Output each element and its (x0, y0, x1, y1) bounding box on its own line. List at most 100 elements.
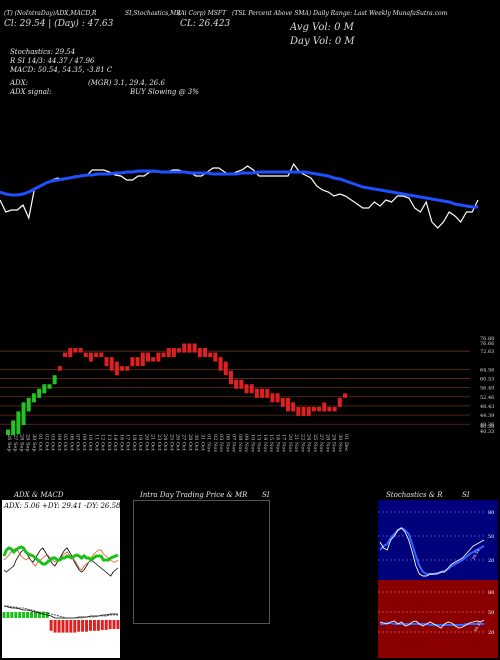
macd-hist-bar (49, 620, 53, 631)
momentum-bar (228, 370, 233, 385)
momentum-bar (16, 411, 21, 435)
price-series-1 (0, 169, 478, 209)
momentum-bar (218, 357, 223, 371)
date-tick-label: 28 Oct (187, 434, 193, 451)
level-label: 64.56 (480, 367, 494, 373)
momentum-bar (197, 348, 202, 358)
date-axis: 26 Sep 27 Sep 28 Sep 29 Sep 30 Sep 01 Oct 02 O… (6, 434, 349, 452)
momentum-bar (145, 352, 150, 362)
level-label: 44.39 (480, 413, 494, 419)
date-tick-label: 04 Oct (56, 434, 62, 451)
date-tick-label: 18 Oct (131, 434, 137, 451)
stoch-bg (378, 500, 498, 580)
momentum-bar (337, 397, 342, 407)
date-tick-label: 30 Nov (337, 434, 343, 452)
momentum-bar (322, 402, 327, 412)
date-tick-label: 17 Nov (281, 434, 287, 452)
macd-hist-bar (41, 612, 45, 618)
rsi-readout: R SI 14/3: 44.37 / 47.96 (10, 57, 95, 65)
momentum-bar (11, 420, 16, 435)
date-tick-label: 29 Nov (331, 434, 337, 452)
macd-hist-bar (112, 620, 116, 629)
date-tick-label: 16 Oct (118, 434, 124, 451)
momentum-bar (254, 388, 259, 398)
momentum-bar (88, 352, 93, 362)
header-subtitle: (TSL Percent Above SMA) Daily Range: Las… (232, 10, 448, 17)
macd-hist-bar (57, 620, 61, 633)
stoch-value: 29.54 (471, 548, 481, 561)
momentum-bar (187, 343, 192, 353)
momentum-bar (31, 393, 36, 403)
macd-hist-bar (10, 612, 14, 618)
momentum-bar (135, 357, 140, 367)
momentum-bar (52, 375, 57, 385)
macd-hist-bar (77, 620, 81, 632)
date-tick-label: 09 Oct (81, 434, 87, 451)
macd-hist-bar (2, 612, 6, 618)
date-tick-label: 19 Oct (137, 434, 143, 451)
date-tick-label: 28 Sep (18, 434, 24, 452)
date-tick-label: 21 Nov (293, 434, 299, 452)
level-label: 40.36 (480, 422, 494, 428)
avg-volume: Avg Vol: 0 M (290, 22, 354, 33)
adx-label: ADX: (10, 79, 29, 87)
momentum-bar (140, 352, 145, 367)
header-close-left: Cl: 29.54 | (Day) : 47.63 (4, 19, 114, 29)
momentum-bar (78, 348, 83, 353)
adx-line (3, 547, 119, 577)
momentum-bar (42, 384, 47, 394)
rsi-tick: 80 (488, 590, 494, 596)
momentum-bar (6, 429, 10, 435)
momentum-bar (192, 343, 197, 353)
momentum-bar (306, 406, 311, 416)
level-label: 52.46 (480, 395, 494, 401)
date-tick-label: 26 Sep (6, 434, 12, 452)
macd-hist-bar (37, 612, 41, 618)
momentum-bar (291, 402, 296, 412)
momentum-bar (104, 357, 109, 367)
stoch-k-line (379, 527, 485, 577)
date-tick-label: 22 Nov (299, 434, 305, 452)
macd-hist-bar (100, 620, 104, 630)
header-ticker-left: (T) (NoIntraDay)ADX,MACD,R (4, 10, 97, 17)
price-line-chart (0, 162, 479, 229)
date-tick-label: 14 Nov (262, 434, 268, 452)
momentum-bar (244, 384, 249, 394)
date-tick-label: 20 Nov (287, 434, 293, 452)
header-indicators: SI,Stochastics,MR (125, 10, 181, 17)
date-tick-label: 07 Oct (75, 434, 81, 451)
momentum-bar (21, 402, 26, 425)
adx-macd-panel: ADX: 5.06 +DY: 29.41 -DY: 26.58 (2, 500, 120, 658)
date-tick-label: 03 Oct (50, 434, 56, 451)
top-level-label: 76.88 (480, 336, 494, 342)
adx-signal-label: ADX signal: (10, 88, 52, 96)
date-tick-label: 20 Oct (143, 434, 149, 451)
macd-hist-bar (53, 620, 57, 633)
momentum-bar (26, 397, 31, 412)
date-tick-label: 08 Nov (237, 434, 243, 452)
date-tick-label: 25 Nov (312, 434, 318, 452)
momentum-bar (171, 348, 176, 358)
date-tick-label: 29 Sep (25, 434, 31, 452)
date-tick-label: 10 Oct (87, 434, 93, 451)
signal-text: BUY Slowing @ 3% (130, 88, 199, 96)
date-tick-label: 17 Oct (125, 434, 131, 451)
momentum-bar (166, 348, 171, 358)
momentum-bar (285, 397, 290, 412)
momentum-bar (343, 393, 347, 398)
date-tick-label: 27 Oct (181, 434, 187, 451)
date-tick-label: 02 Oct (43, 434, 49, 451)
macd-hist-bar (22, 612, 26, 618)
macd-hist-bar (85, 620, 89, 632)
momentum-bar (120, 366, 125, 371)
stoch-tick: 80 (488, 510, 494, 516)
date-tick-label: 27 Sep (12, 434, 18, 452)
momentum-bar (317, 406, 322, 412)
date-tick-label: 12 Oct (100, 434, 106, 451)
date-tick-label: 10 Nov (249, 434, 255, 452)
adx-panel-readout: ADX: 5.06 +DY: 29.41 -DY: 26.58 (4, 502, 121, 510)
momentum-bar (234, 379, 239, 389)
stoch-tick: 50 (488, 534, 494, 540)
date-tick-label: 25 Oct (168, 434, 174, 451)
momentum-bar (37, 388, 42, 398)
